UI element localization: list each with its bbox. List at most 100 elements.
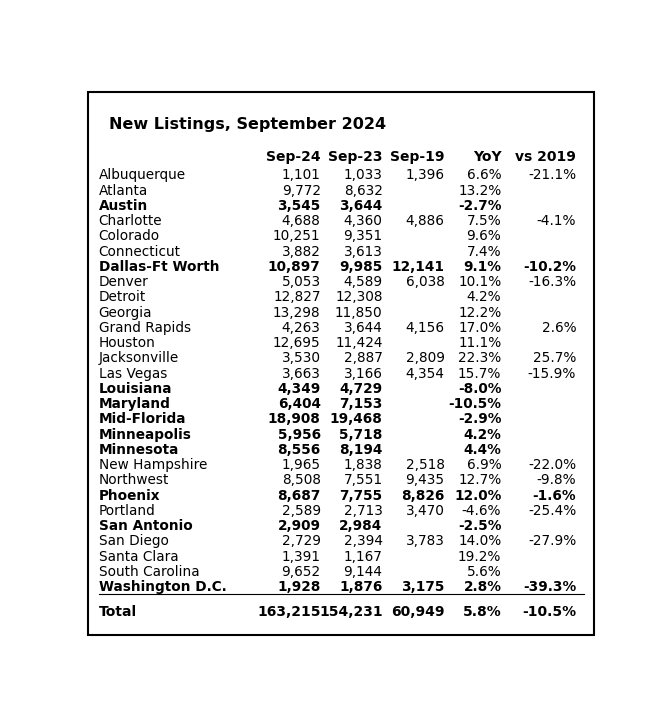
- Text: 4.4%: 4.4%: [464, 443, 501, 457]
- Text: -8.0%: -8.0%: [458, 382, 501, 396]
- Text: 9.6%: 9.6%: [467, 230, 501, 243]
- Text: Grand Rapids: Grand Rapids: [99, 321, 191, 335]
- Text: 9,772: 9,772: [282, 184, 321, 198]
- Text: 9.1%: 9.1%: [464, 260, 501, 274]
- Text: -22.0%: -22.0%: [528, 458, 576, 472]
- Text: 2,984: 2,984: [340, 519, 382, 533]
- Text: 9,652: 9,652: [282, 565, 321, 579]
- Text: 12.7%: 12.7%: [458, 473, 501, 487]
- Text: 19,468: 19,468: [330, 413, 382, 426]
- Text: Charlotte: Charlotte: [99, 214, 163, 228]
- Text: 12,695: 12,695: [273, 336, 321, 350]
- Text: 1,167: 1,167: [344, 549, 382, 564]
- Text: 4,688: 4,688: [282, 214, 321, 228]
- Text: 5.8%: 5.8%: [463, 606, 501, 619]
- Text: 5,718: 5,718: [339, 428, 382, 441]
- Text: 6.9%: 6.9%: [467, 458, 501, 472]
- Text: Phoenix: Phoenix: [99, 489, 161, 503]
- Text: 10,251: 10,251: [273, 230, 321, 243]
- Text: 8,687: 8,687: [277, 489, 321, 503]
- Text: 3,175: 3,175: [401, 580, 444, 594]
- Text: -39.3%: -39.3%: [523, 580, 576, 594]
- Text: 3,545: 3,545: [278, 199, 321, 213]
- Text: 7.4%: 7.4%: [467, 245, 501, 258]
- Text: Colorado: Colorado: [99, 230, 160, 243]
- Text: 19.2%: 19.2%: [458, 549, 501, 564]
- Text: 10.1%: 10.1%: [458, 275, 501, 289]
- Text: Santa Clara: Santa Clara: [99, 549, 178, 564]
- Text: 1,965: 1,965: [282, 458, 321, 472]
- Text: 60,949: 60,949: [391, 606, 444, 619]
- Text: -10.2%: -10.2%: [523, 260, 576, 274]
- Text: 2.6%: 2.6%: [541, 321, 576, 335]
- Text: 10,897: 10,897: [268, 260, 321, 274]
- Text: South Carolina: South Carolina: [99, 565, 199, 579]
- Text: Maryland: Maryland: [99, 397, 170, 411]
- Text: 2,809: 2,809: [406, 351, 444, 366]
- Text: 7,153: 7,153: [339, 397, 382, 411]
- Text: 4,886: 4,886: [406, 214, 444, 228]
- Text: 1,876: 1,876: [339, 580, 382, 594]
- Text: -2.5%: -2.5%: [458, 519, 501, 533]
- Text: 2,589: 2,589: [282, 504, 321, 518]
- Text: 13.2%: 13.2%: [458, 184, 501, 198]
- Text: 3,663: 3,663: [282, 366, 321, 381]
- Text: 8,826: 8,826: [401, 489, 444, 503]
- Text: Atlanta: Atlanta: [99, 184, 148, 198]
- Text: 3,530: 3,530: [282, 351, 321, 366]
- Text: 22.3%: 22.3%: [458, 351, 501, 366]
- Text: 154,231: 154,231: [319, 606, 382, 619]
- Text: 3,783: 3,783: [406, 534, 444, 549]
- Text: 12,141: 12,141: [392, 260, 444, 274]
- Text: 2,729: 2,729: [282, 534, 321, 549]
- Text: Albuquerque: Albuquerque: [99, 168, 186, 182]
- Text: 2,518: 2,518: [406, 458, 444, 472]
- Text: Louisiana: Louisiana: [99, 382, 172, 396]
- Text: 1,396: 1,396: [406, 168, 444, 182]
- Text: -21.1%: -21.1%: [528, 168, 576, 182]
- Text: 2.8%: 2.8%: [464, 580, 501, 594]
- Text: San Diego: San Diego: [99, 534, 168, 549]
- Text: Connecticut: Connecticut: [99, 245, 180, 258]
- Text: Sep-19: Sep-19: [390, 150, 444, 164]
- Text: 13,298: 13,298: [273, 306, 321, 320]
- Text: -25.4%: -25.4%: [528, 504, 576, 518]
- FancyBboxPatch shape: [89, 92, 594, 635]
- Text: vs 2019: vs 2019: [515, 150, 576, 164]
- Text: 4.2%: 4.2%: [467, 290, 501, 305]
- Text: 7,551: 7,551: [344, 473, 382, 487]
- Text: New Listings, September 2024: New Listings, September 2024: [109, 117, 386, 132]
- Text: -15.9%: -15.9%: [527, 366, 576, 381]
- Text: 6.6%: 6.6%: [467, 168, 501, 182]
- Text: 2,887: 2,887: [344, 351, 382, 366]
- Text: New Hampshire: New Hampshire: [99, 458, 207, 472]
- Text: 5.6%: 5.6%: [467, 565, 501, 579]
- Text: 8,508: 8,508: [282, 473, 321, 487]
- Text: 6,038: 6,038: [406, 275, 444, 289]
- Text: 5,053: 5,053: [282, 275, 321, 289]
- Text: -4.1%: -4.1%: [537, 214, 576, 228]
- Text: 3,644: 3,644: [344, 321, 382, 335]
- Text: 12,827: 12,827: [273, 290, 321, 305]
- Text: -2.9%: -2.9%: [458, 413, 501, 426]
- Text: 17.0%: 17.0%: [458, 321, 501, 335]
- Text: 3,166: 3,166: [344, 366, 382, 381]
- Text: -27.9%: -27.9%: [528, 534, 576, 549]
- Text: 25.7%: 25.7%: [533, 351, 576, 366]
- Text: Georgia: Georgia: [99, 306, 153, 320]
- Text: 8,632: 8,632: [344, 184, 382, 198]
- Text: Austin: Austin: [99, 199, 148, 213]
- Text: Minnesota: Minnesota: [99, 443, 179, 457]
- Text: 4,360: 4,360: [344, 214, 382, 228]
- Text: Portland: Portland: [99, 504, 155, 518]
- Text: -10.5%: -10.5%: [522, 606, 576, 619]
- Text: San Antonio: San Antonio: [99, 519, 192, 533]
- Text: 1,928: 1,928: [277, 580, 321, 594]
- Text: 4,354: 4,354: [406, 366, 444, 381]
- Text: -4.6%: -4.6%: [462, 504, 501, 518]
- Text: 9,435: 9,435: [406, 473, 444, 487]
- Text: -9.8%: -9.8%: [537, 473, 576, 487]
- Text: 2,909: 2,909: [278, 519, 321, 533]
- Text: 6,404: 6,404: [278, 397, 321, 411]
- Text: 7,755: 7,755: [340, 489, 382, 503]
